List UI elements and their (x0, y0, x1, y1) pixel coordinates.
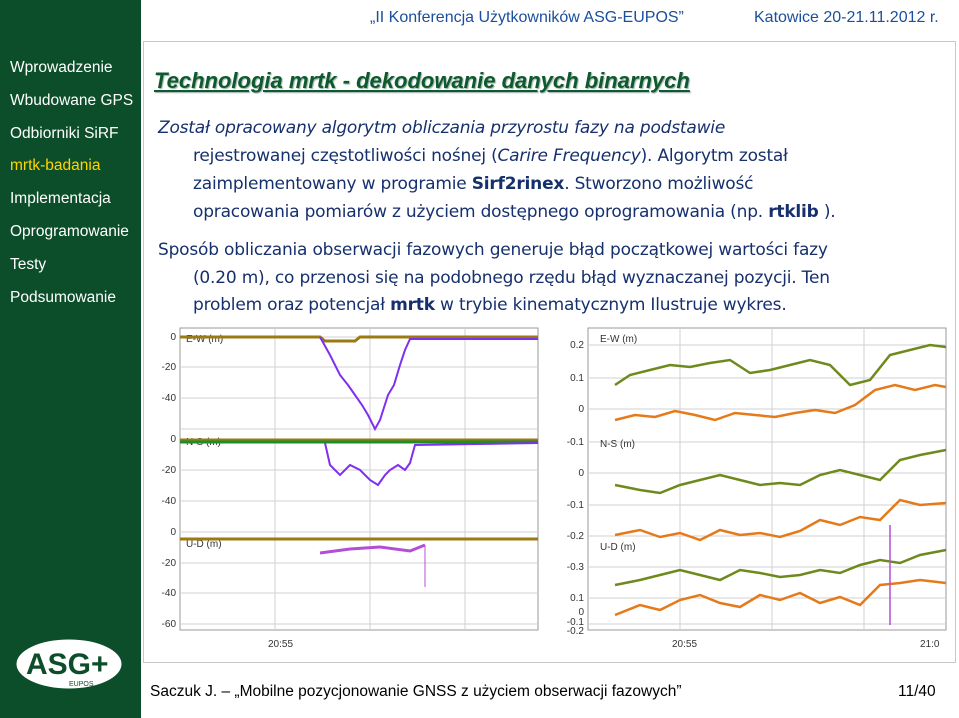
ytick-ew-20: -20 (162, 362, 177, 373)
footer-citation: Saczuk J. – „Mobilne pozycjonowanie GNSS… (150, 683, 682, 700)
right-ud-olive-line (614, 548, 947, 587)
ytick-ns-20: -20 (162, 465, 177, 476)
xtick-left: 20:55 (268, 639, 293, 650)
sidebar (0, 0, 141, 718)
r-label-ns: N-S (m) (600, 439, 635, 450)
ytick-ud-20: -20 (162, 558, 177, 569)
sidebar-item-testy[interactable]: Testy (10, 256, 47, 273)
left-ew-purple-line (319, 336, 538, 432)
left-chart-panel: 0 -20 -40 0 -20 -40 0 -20 -40 -60 E-W (m… (162, 327, 539, 650)
label-ud: U-D (m) (186, 539, 222, 550)
logo-text: ASG+ (26, 648, 109, 681)
ytick-r-ew-0.2: 0.2 (570, 340, 584, 351)
logo-sub: EUPOS (69, 681, 94, 688)
right-ns-orange-line (614, 498, 947, 542)
sidebar-item-odbiorniki-sirf[interactable]: Odbiorniki SiRF (10, 125, 119, 142)
ytick-ud-40: -40 (162, 588, 177, 599)
sidebar-item-mrtk-badania[interactable]: mrtk-badania (10, 157, 101, 174)
sidebar-item-wprowadzenie[interactable]: Wprowadzenie (10, 59, 113, 76)
sidebar-item-wbudowane-gps[interactable]: Wbudowane GPS (10, 92, 134, 109)
conference-date: Katowice 20-21.11.2012 r. (754, 9, 939, 26)
ytick-r-ew-0: 0 (578, 404, 584, 415)
r-label-ew: E-W (m) (600, 334, 637, 345)
left-ew-ref-line (180, 335, 538, 343)
ytick-r-ew-neg0.1: -0.1 (567, 437, 585, 448)
paragraph-2-line-2: (0.20 m), co przenosi się na podobnego r… (193, 268, 830, 288)
logo-oval (16, 639, 122, 689)
ytick-r-ud-neg0.1: -0.1 (567, 617, 585, 628)
asg-eupos-logo: ASG+ EUPOS (14, 636, 124, 692)
sidebar-item-oprogramowanie[interactable]: Oprogramowanie (10, 223, 129, 240)
ytick-r-ew-0.1: 0.1 (570, 373, 584, 384)
ytick-ew-0: 0 (170, 332, 176, 343)
ytick-ns-40: -40 (162, 496, 177, 507)
xtick-right-right: 21:0 (920, 639, 940, 650)
paragraph-1-line-2: rejestrowanej częstotliwości nośnej (Car… (193, 146, 788, 166)
page-number: 11/40 (898, 683, 936, 700)
ytick-r-ud-neg0.2: -0.2 (567, 626, 585, 637)
right-ud-orange-line (614, 578, 947, 617)
slide-title: Technologia mrtk - dekodowanie danych bi… (154, 68, 690, 93)
label-ew: E-W (m) (186, 334, 223, 345)
ytick-r-ns-neg0.1: -0.1 (567, 500, 585, 511)
r-label-ud: U-D (m) (600, 542, 636, 553)
left-ud-purple-line (319, 543, 426, 555)
right-ew-olive-line (614, 343, 947, 387)
sidebar-item-implementacja[interactable]: Implementacja (10, 190, 111, 207)
ytick-r-ns-neg0.2: -0.2 (567, 531, 585, 542)
paragraph-2-line-1: Sposób obliczania obserwacji fazowych ge… (158, 240, 828, 260)
ytick-r-ud-0: 0 (578, 607, 584, 618)
sidebar-item-podsumowanie[interactable]: Podsumowanie (10, 289, 116, 306)
ytick-r-ns-0: 0 (578, 468, 584, 479)
ytick-ud-0: 0 (170, 527, 176, 538)
conference-title: „II Konferencja Użytkowników ASG-EUPOS” (370, 9, 684, 26)
paragraph-1-line-1: Został opracowany algorytm obliczania pr… (158, 118, 726, 138)
paragraph-2-line-3: problem oraz potencjał mrtk w trybie kin… (193, 295, 787, 315)
ytick-r-ud-0.1: 0.1 (570, 593, 584, 604)
ytick-ud-60: -60 (162, 619, 177, 630)
ytick-ew-40: -40 (162, 393, 177, 404)
position-error-charts: 0 -20 -40 0 -20 -40 0 -20 -40 -60 E-W (m… (162, 327, 947, 650)
paragraph-1-line-4: opracowania pomiarów z użyciem dostępneg… (193, 202, 836, 222)
right-ns-olive-line (614, 448, 947, 495)
ytick-r-ns-neg0.3: -0.3 (567, 562, 585, 573)
ytick-ns-0: 0 (170, 434, 176, 445)
xtick-right-left: 20:55 (672, 639, 697, 650)
left-ns-purple-line (324, 442, 539, 487)
right-chart-panel: 0.2 0.1 0 -0.1 0 -0.1 -0.2 -0.3 0.1 0 -0… (567, 327, 947, 650)
right-ew-orange-line (614, 383, 947, 422)
paragraph-1-line-3: zaimplementowany w programie Sirf2rinex.… (193, 174, 754, 194)
left-chart-frame (179, 327, 539, 631)
